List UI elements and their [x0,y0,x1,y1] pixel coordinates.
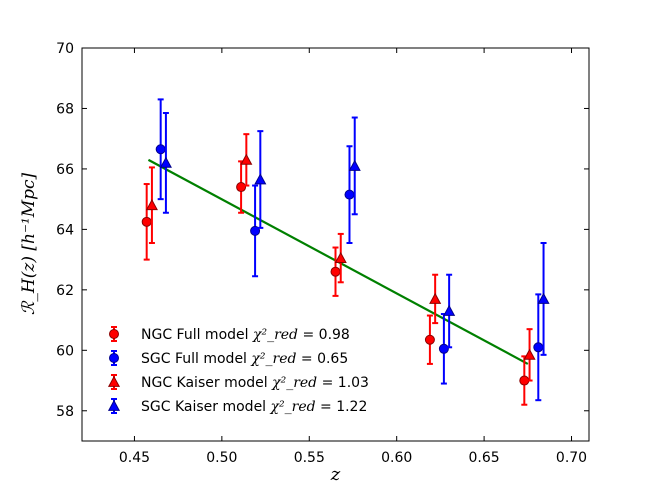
x-tick-label: 0.65 [469,450,500,466]
data-point [429,292,442,304]
legend-chi-label: χ²_red = [270,399,337,415]
legend-chi-value: 0.65 [317,351,348,367]
data-point [334,251,347,264]
series-1 [141,160,530,406]
x-tick-label: 0.50 [206,450,237,466]
legend-label: SGC Kaiser model χ²_red = 1.22 [141,399,367,415]
data-point [254,173,267,185]
legend-chi-value: 1.03 [338,375,369,391]
legend-marker [109,329,119,339]
data-point [424,334,435,345]
y-tick-label: 64 [56,222,74,238]
x-tick-label: 0.55 [294,450,325,466]
y-tick-label: 70 [56,41,74,57]
legend-entry-1: NGC Full model χ²_red = 0.98 [109,326,350,343]
data-points-layer [141,98,550,406]
y-tick-label: 60 [56,343,74,359]
legend-label: SGC Full model χ²_red = 0.65 [141,351,348,367]
legend-series-name: SGC Kaiser model [141,399,271,415]
legend-chi-label: χ²_red = [250,351,317,367]
data-point [533,342,544,353]
legend-chi-label: χ²_red = [252,327,319,343]
legend-entry-3: NGC Kaiser model χ²_red = 1.03 [107,374,369,391]
data-point [141,216,152,227]
legend-series-name: SGC Full model [141,351,251,367]
data-point [159,156,172,168]
plot-frame [81,47,590,442]
legend-chi-value: 0.98 [319,327,350,343]
data-point [443,304,456,316]
y-axis-label: ℛ_H(z) [h⁻¹Mpc] [19,172,39,315]
data-point [330,266,341,277]
data-point [438,343,449,354]
legend-entry-4: SGC Kaiser model χ²_red = 1.22 [107,398,367,415]
legend-marker [107,399,121,411]
x-tick-label: 0.60 [381,450,412,466]
data-point [344,189,355,200]
series-3 [145,133,536,382]
axis-ticks-layer: 0.45 0.50 0.55 0.60 0.65 0.70 58 60 62 64 66 68 70 [56,41,589,466]
data-point [537,292,550,304]
legend: NGC Full model χ²_red = 0.98 SGC Full mod… [107,326,369,415]
legend-label: NGC Full model χ²_red = 0.98 [141,327,350,343]
y-tick-label: 68 [56,101,74,117]
legend-marker [109,353,119,363]
legend-label: NGC Kaiser model χ²_red = 1.03 [141,375,369,391]
legend-entry-2: SGC Full model χ²_red = 0.65 [109,350,348,367]
data-point [236,182,247,193]
x-tick-label: 0.45 [119,450,150,466]
series-4 [159,111,550,356]
data-point [145,198,158,211]
data-point [155,144,166,155]
data-point [348,159,361,171]
y-tick-label: 66 [56,162,74,178]
legend-chi-value: 1.22 [336,399,367,415]
data-point [240,153,253,165]
legend-series-name: NGC Kaiser model [141,375,272,391]
x-tick-label: 0.70 [556,450,587,466]
legend-chi-label: χ²_red = [271,375,338,391]
y-tick-label: 58 [56,404,74,420]
x-axis-label: z [330,464,341,485]
legend-marker [107,375,121,387]
data-point [523,348,536,360]
y-tick-label: 62 [56,283,74,299]
legend-series-name: NGC Full model [141,327,253,343]
